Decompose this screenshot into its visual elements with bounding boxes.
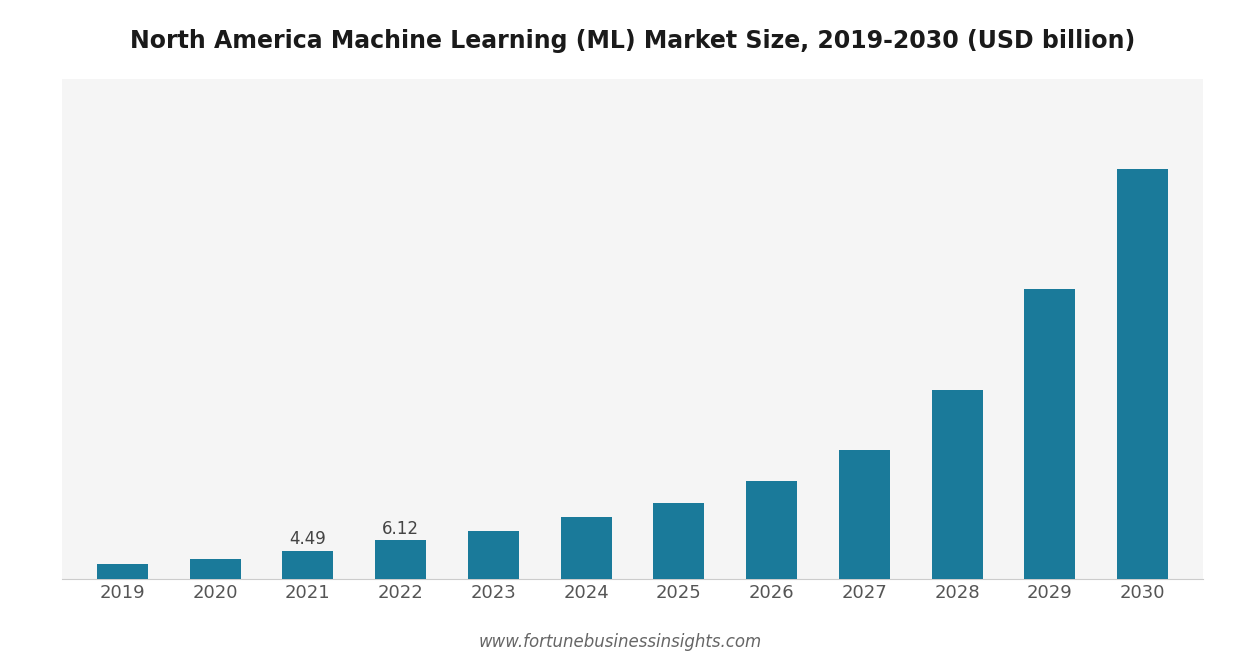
Bar bbox=[374, 540, 427, 579]
Text: www.fortunebusinessinsights.com: www.fortunebusinessinsights.com bbox=[479, 634, 761, 651]
Bar bbox=[1024, 289, 1075, 579]
Bar bbox=[97, 564, 148, 579]
Text: 4.49: 4.49 bbox=[289, 530, 326, 548]
Bar bbox=[283, 551, 334, 579]
Bar bbox=[653, 503, 704, 579]
Title: North America Machine Learning (ML) Market Size, 2019-2030 (USD billion): North America Machine Learning (ML) Mark… bbox=[130, 30, 1135, 53]
Text: 6.12: 6.12 bbox=[382, 520, 419, 538]
Bar bbox=[931, 390, 982, 579]
Bar bbox=[560, 517, 611, 579]
Bar bbox=[838, 450, 890, 579]
Bar bbox=[1117, 169, 1168, 579]
Bar bbox=[467, 531, 518, 579]
Bar bbox=[746, 481, 797, 579]
Bar bbox=[190, 559, 241, 579]
